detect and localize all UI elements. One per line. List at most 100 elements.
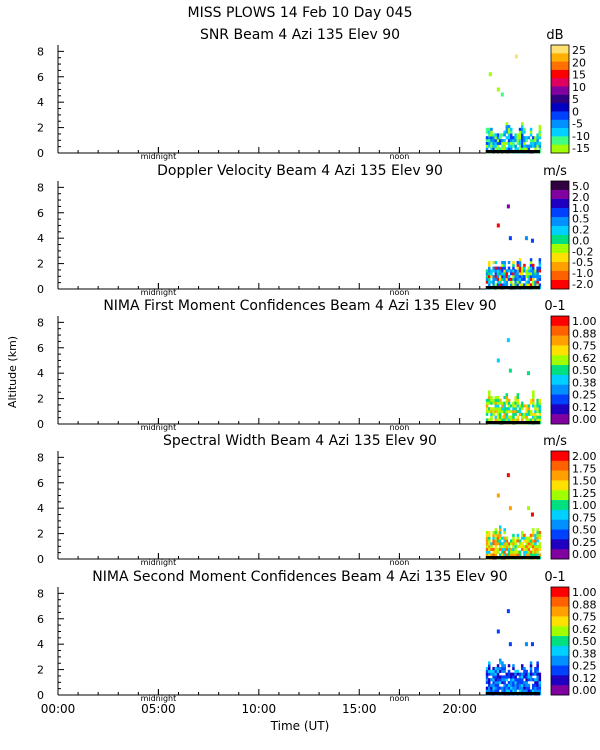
- heatmap-cell: [518, 539, 522, 543]
- heatmap-cell: [496, 664, 500, 668]
- heatmap-cell: [523, 533, 526, 537]
- heatmap-cell: [494, 275, 498, 279]
- heatmap-cell: [516, 261, 520, 265]
- heatmap-cell: [521, 533, 524, 537]
- heatmap-cell: [510, 147, 513, 151]
- heatmap-cell: [488, 393, 491, 397]
- heatmap-cell: [499, 536, 502, 540]
- heatmap-cell: [518, 542, 522, 546]
- colorbar-segment: [551, 136, 569, 145]
- heatmap-cell: [503, 272, 506, 276]
- heatmap-cell: [492, 147, 495, 151]
- heatmap-cell: [488, 533, 491, 537]
- heatmap-cell: [532, 689, 535, 693]
- heatmap-cell: [516, 277, 520, 281]
- heatmap-cell: [494, 689, 498, 693]
- heatmap-cell: [529, 664, 533, 668]
- y-tick-label: 0: [37, 418, 44, 431]
- y-axis-label: Altitude (km): [6, 336, 19, 408]
- heatmap-cell: [527, 539, 531, 543]
- heatmap-cell: [521, 404, 524, 408]
- heatmap-cell: [507, 147, 511, 151]
- heatmap-cell: [514, 689, 517, 693]
- heatmap-cell: [496, 547, 500, 551]
- heatmap-cell: [521, 147, 524, 151]
- heatmap-cell: [525, 415, 528, 419]
- heatmap-cell: [505, 675, 509, 679]
- heatmap-cell: [485, 404, 489, 408]
- heatmap-cell: [529, 678, 533, 682]
- heatmap-cell: [505, 396, 509, 400]
- heatmap-cell: [494, 675, 498, 679]
- heatmap-cell: [534, 418, 537, 422]
- heatmap-cell: [532, 683, 535, 687]
- heatmap-cell: [534, 672, 537, 676]
- heatmap-cell: [523, 689, 526, 693]
- heatmap-cell: [529, 283, 533, 287]
- heatmap-cell: [512, 412, 515, 416]
- heatmap-cell: [499, 415, 502, 419]
- heatmap-cell: [534, 407, 537, 411]
- heatmap-cell: [538, 533, 542, 537]
- heatmap-cell: [490, 136, 493, 140]
- heatmap-cell: [496, 675, 500, 679]
- colorbar: 5.02.01.00.50.20.0-0.2-0.5-1.0-2.0: [550, 180, 593, 291]
- colorbar-label: -15: [572, 142, 590, 155]
- heatmap-cell: [516, 553, 520, 557]
- heatmap-cell: [505, 130, 509, 134]
- heatmap-cell: [518, 144, 522, 148]
- heatmap-cell: [488, 398, 491, 402]
- heatmap-cell: [521, 407, 524, 411]
- heatmap-cell: [514, 410, 517, 414]
- heatmap-cell: [494, 531, 498, 535]
- heatmap-cell: [496, 266, 500, 270]
- heatmap-cell: [499, 553, 502, 557]
- heatmap-cell: [488, 689, 491, 693]
- scatter-point: [524, 642, 528, 647]
- heatmap-cell: [510, 404, 513, 408]
- heatmap-cell: [485, 280, 489, 284]
- heatmap-cell: [529, 269, 533, 273]
- colorbar-segment: [551, 529, 569, 540]
- heatmap-cell: [503, 667, 506, 671]
- heatmap-cell: [490, 686, 493, 690]
- heatmap-cell: [510, 678, 513, 682]
- heatmap-cell: [510, 141, 513, 145]
- heatmap-cell: [536, 141, 539, 145]
- heatmap-cell: [534, 147, 537, 151]
- heatmap-cell: [538, 258, 542, 262]
- heatmap-cell: [525, 675, 528, 679]
- heatmap-cell: [485, 672, 489, 676]
- heatmap-cell: [536, 689, 539, 693]
- y-tick-label: 6: [37, 613, 44, 626]
- heatmap-cell: [529, 661, 533, 665]
- heatmap-cell: [514, 672, 517, 676]
- colorbar-segment: [551, 636, 569, 647]
- heatmap-cell: [536, 280, 539, 284]
- heatmap-cell: [523, 263, 526, 267]
- heatmap-cell: [523, 266, 526, 270]
- heatmap-cell: [501, 266, 504, 270]
- heatmap-cell: [527, 407, 531, 411]
- heatmap-cell: [499, 539, 502, 543]
- heatmap-cell: [536, 283, 539, 287]
- heatmap-cell: [529, 689, 533, 693]
- heatmap-cell: [505, 412, 509, 416]
- heatmap-cell: [523, 550, 526, 554]
- heatmap-cell: [499, 675, 502, 679]
- heatmap-cell: [532, 136, 535, 140]
- heatmap-cell: [510, 139, 513, 143]
- data-baseline: [485, 556, 540, 559]
- heatmap-cell: [529, 130, 533, 134]
- heatmap-cell: [514, 547, 517, 551]
- heatmap-cell: [521, 415, 524, 419]
- heatmap-cell: [503, 263, 506, 267]
- heatmap-cell: [512, 681, 515, 685]
- heatmap-cell: [536, 553, 539, 557]
- heatmap-cell: [485, 136, 489, 140]
- y-tick-label: 2: [37, 393, 44, 406]
- heatmap-cell: [494, 415, 498, 419]
- heatmap-cell: [496, 277, 500, 281]
- heatmap-cell: [499, 678, 502, 682]
- colorbar: 1.000.880.750.620.500.380.250.120.00: [550, 315, 597, 426]
